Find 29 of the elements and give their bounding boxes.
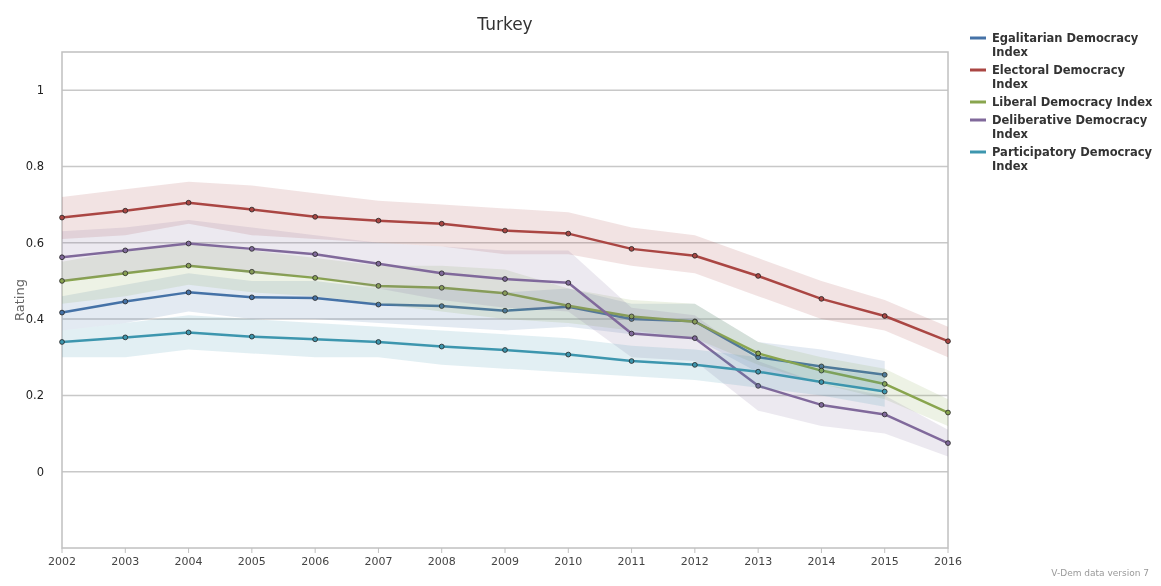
x-tick-label: 2015 xyxy=(870,555,899,568)
x-tick-label: 2003 xyxy=(111,555,140,568)
x-tick-label: 2013 xyxy=(744,555,773,568)
x-tick-label: 2014 xyxy=(807,555,836,568)
y-axis-title: Rating xyxy=(12,279,27,321)
x-tick-label: 2011 xyxy=(617,555,646,568)
y-tick-label: 0.8 xyxy=(25,159,44,174)
x-tick-label: 2008 xyxy=(427,555,456,568)
y-tick-label: 0 xyxy=(36,464,44,479)
x-tick-label: 2010 xyxy=(554,555,583,568)
x-tick-label: 2009 xyxy=(491,555,519,568)
x-tick-label: 2005 xyxy=(237,555,266,568)
x-tick-label: 2012 xyxy=(680,555,709,568)
text: V-Dem data version 7 xyxy=(1051,568,1149,578)
x-tick-label: 2006 xyxy=(301,555,330,568)
y-tick-label: 0.6 xyxy=(25,235,44,250)
y-tick-label: 1 xyxy=(36,83,44,98)
legend-label: Liberal Democracy Index xyxy=(992,95,1153,109)
legend-label: Egalitarian Democracy Index xyxy=(992,31,1139,59)
x-tick-label: 2004 xyxy=(174,555,203,568)
y-tick-label: 0.4 xyxy=(25,312,44,327)
x-tick-label: 2002 xyxy=(48,555,76,568)
x-tick-label: 2007 xyxy=(364,555,393,568)
y-tick-label: 0.2 xyxy=(25,388,44,403)
legend-label: Deliberative Democracy Index xyxy=(992,113,1148,141)
legend-label: Participatory Democracy Index xyxy=(992,145,1153,173)
chart-title: Turkey xyxy=(476,14,533,34)
legend-label: Electoral Democracy Index xyxy=(992,63,1126,91)
x-tick-label: 2016 xyxy=(934,555,962,568)
